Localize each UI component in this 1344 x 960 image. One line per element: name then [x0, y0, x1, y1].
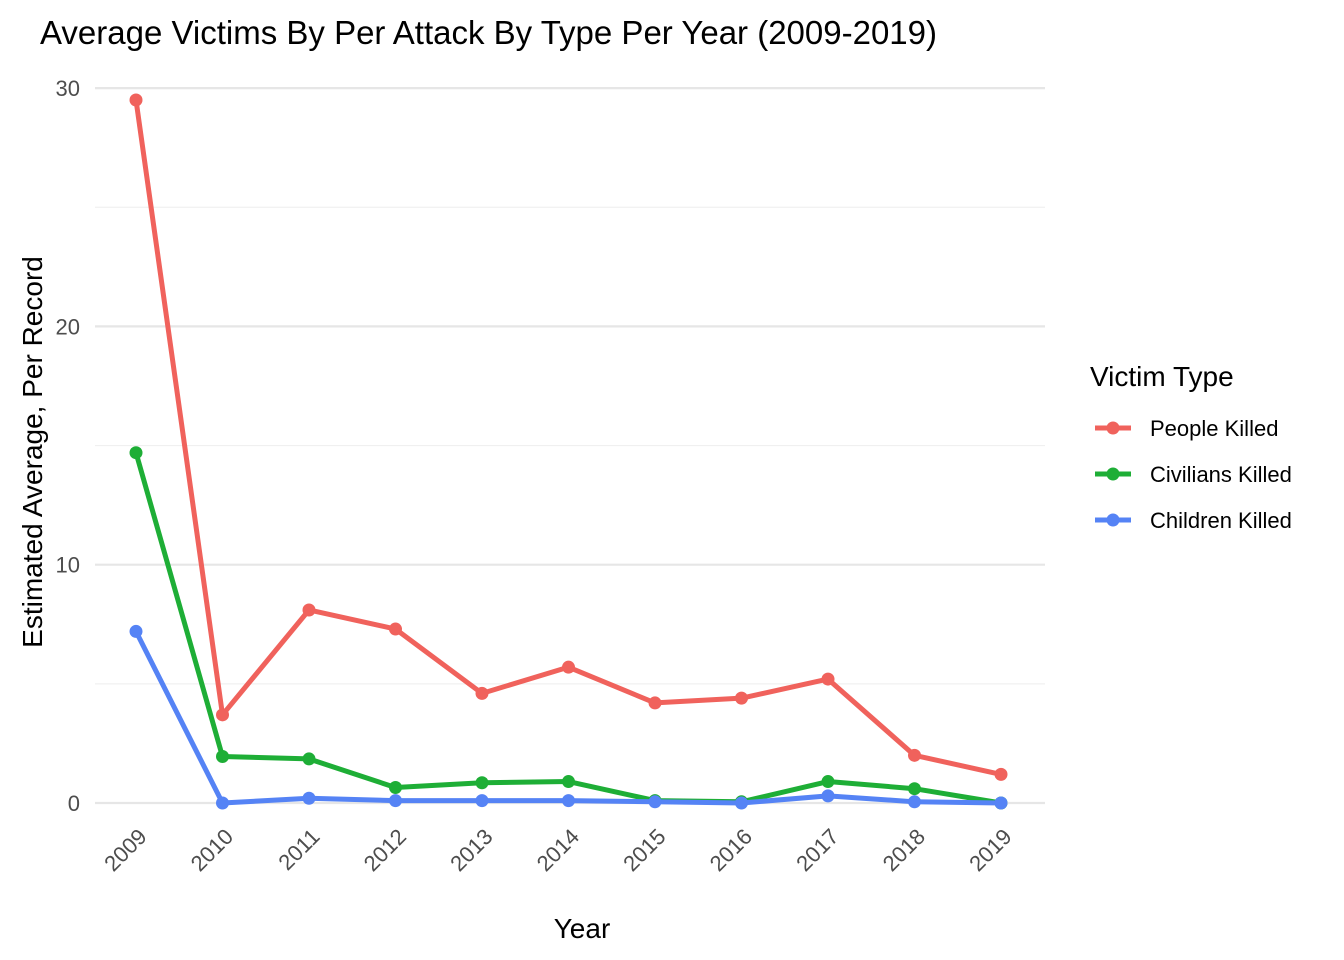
gridlines [95, 86, 1045, 805]
series-line [133, 450, 1004, 806]
data-point [562, 775, 575, 789]
legend-label: Civilians Killed [1150, 462, 1292, 487]
data-point [129, 93, 143, 107]
x-tick-label: 2009 [99, 824, 151, 876]
legend: Victim Type People Killed Civilians Kille… [1090, 361, 1292, 533]
x-axis-ticks: 2009 2010 2011 2012 2013 2014 2015 2016 2017 2018… [99, 824, 1016, 876]
data-point [994, 767, 1008, 781]
data-point [648, 795, 662, 809]
data-point [129, 624, 143, 638]
y-tick-label: 30 [56, 76, 80, 101]
data-point [129, 446, 143, 460]
y-axis-title: Estimated Average, Per Record [17, 256, 48, 648]
x-tick-label: 2018 [878, 824, 930, 876]
legend-key-point [1106, 513, 1120, 527]
x-tick-label: 2019 [964, 824, 1016, 876]
x-tick-label: 2010 [186, 824, 238, 876]
data-point [475, 686, 489, 700]
legend-title: Victim Type [1090, 361, 1234, 392]
y-tick-label: 10 [56, 553, 80, 578]
data-point [302, 752, 316, 766]
data-point [216, 750, 229, 764]
data-point [389, 781, 402, 795]
data-point [735, 796, 748, 810]
data-point [475, 776, 489, 790]
data-point [908, 782, 921, 796]
x-tick-label: 2014 [532, 824, 584, 876]
x-tick-label: 2016 [705, 824, 757, 876]
data-point [994, 796, 1008, 810]
series-group [129, 93, 1008, 810]
data-point [216, 708, 229, 722]
data-point [648, 696, 662, 710]
data-point [821, 789, 835, 803]
data-point [821, 775, 835, 789]
data-point [562, 794, 575, 808]
data-point [562, 660, 575, 674]
data-point [821, 672, 835, 686]
x-tick-label: 2012 [359, 824, 411, 876]
data-point [302, 603, 316, 617]
legend-key-point [1106, 421, 1120, 435]
data-point [389, 622, 402, 636]
x-axis-title: Year [554, 913, 611, 944]
data-point [389, 794, 402, 808]
y-tick-label: 0 [68, 791, 80, 816]
data-point [475, 794, 489, 808]
legend-label: People Killed [1150, 416, 1278, 441]
chart-title: Average Victims By Per Attack By Type Pe… [40, 14, 937, 51]
legend-key-point [1106, 467, 1120, 481]
legend-label: Children Killed [1150, 508, 1292, 533]
x-tick-label: 2017 [791, 824, 843, 876]
data-point [216, 796, 229, 810]
y-axis-ticks: 0 10 20 30 [56, 76, 80, 816]
data-point [908, 795, 921, 809]
data-point [908, 748, 921, 762]
x-tick-label: 2013 [445, 824, 497, 876]
data-point [735, 691, 748, 705]
x-tick-label: 2011 [273, 824, 324, 875]
y-tick-label: 20 [56, 314, 80, 339]
x-tick-label: 2015 [618, 824, 670, 876]
data-point [302, 791, 316, 805]
